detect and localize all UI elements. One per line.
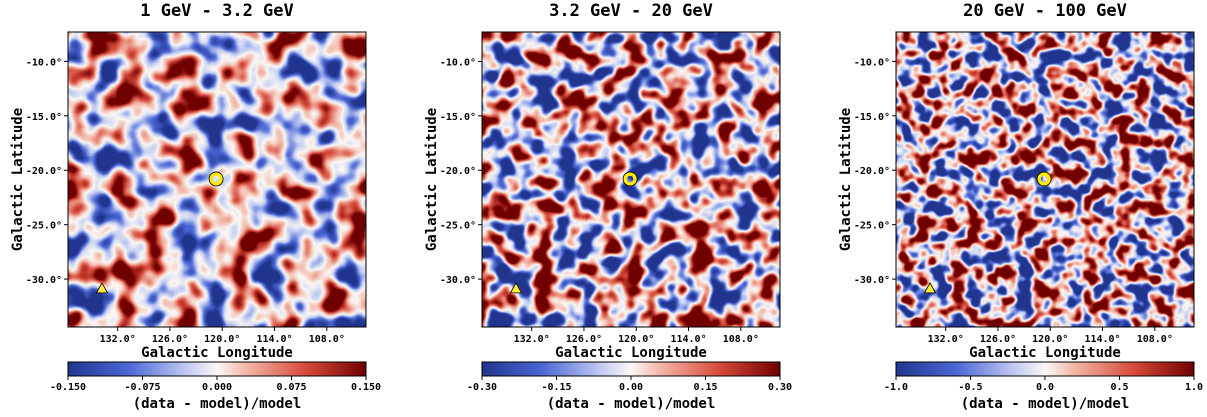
plot-frame — [481, 31, 781, 328]
y-tick-label: -15.0° — [854, 112, 890, 123]
x-tick-label: 120.0° — [618, 334, 654, 345]
x-tick-label: 126.0° — [152, 334, 188, 345]
x-tick-label: 126.0° — [566, 334, 602, 345]
x-tick-label: 132.0° — [100, 334, 136, 345]
y-tick-label: -15.0° — [440, 112, 476, 123]
plot-frame — [895, 31, 1195, 328]
colorbar — [481, 361, 781, 377]
colorbar-tick-label: 0.00 — [619, 382, 643, 393]
x-axis-label: Galactic Longitude — [555, 345, 707, 361]
y-axis-label: Galactic Latitude — [10, 108, 26, 251]
x-tick-label: 108.0° — [309, 334, 345, 345]
y-tick-label: -10.0° — [440, 57, 476, 68]
source-marker-outline — [622, 171, 638, 187]
colorbar-tick-label: 1.0 — [1185, 382, 1203, 393]
colorbar-tick-label: -0.15 — [541, 382, 571, 393]
y-tick-label: -10.0° — [26, 57, 62, 68]
panel: 20 GeV - 100 GeV 132.0° 126.0° 120.0° 114.0°… — [838, 1, 1203, 412]
y-tick-label: -20.0° — [854, 166, 890, 177]
colorbar-tick-label: 0.075 — [276, 382, 306, 393]
residual-map — [896, 32, 1194, 327]
y-tick-label: -20.0° — [26, 166, 62, 177]
colorbar-tick-label: 0.000 — [202, 382, 232, 393]
colorbar-tick-label: 0.150 — [351, 382, 381, 393]
plot-frame — [67, 31, 367, 328]
source-marker — [1037, 172, 1051, 186]
x-axis-label: Galactic Longitude — [141, 345, 293, 361]
colorbar-label: (data - model)/model — [961, 396, 1130, 412]
y-tick-label: -25.0° — [26, 221, 62, 232]
colorbar-label: (data - model)/model — [547, 396, 716, 412]
colorbar-tick-label: -0.30 — [467, 382, 497, 393]
x-tick-label: 126.0° — [980, 334, 1016, 345]
source-marker — [209, 172, 223, 186]
x-axis-label: Galactic Longitude — [969, 345, 1121, 361]
source-marker — [95, 282, 109, 294]
colorbar — [67, 361, 367, 377]
colorbar-tick-label: -1.0 — [884, 382, 908, 393]
source-marker-outline — [208, 171, 224, 187]
panel: 1 GeV - 3.2 GeV 132.0° 126.0° 120.0° 114.0° 1… — [10, 1, 381, 412]
x-tick-label: 108.0° — [1137, 334, 1173, 345]
y-tick-label: -30.0° — [26, 275, 62, 286]
x-tick-label: 114.0° — [1084, 334, 1120, 345]
y-axis-label: Galactic Latitude — [424, 108, 440, 251]
x-tick-label: 114.0° — [256, 334, 292, 345]
colorbar — [895, 361, 1195, 377]
source-marker — [509, 282, 523, 294]
colorbar-tick-label: 0.0 — [1036, 382, 1054, 393]
x-tick-label: 132.0° — [928, 334, 964, 345]
residual-map — [68, 32, 366, 327]
x-tick-label: 120.0° — [204, 334, 240, 345]
colorbar-tick-label: -0.075 — [124, 382, 160, 393]
source-marker — [923, 282, 937, 294]
colorbar-tick-label: -0.150 — [50, 382, 86, 393]
y-tick-label: -30.0° — [854, 275, 890, 286]
colorbar-tick-label: 0.5 — [1110, 382, 1128, 393]
colorbar-tick-label: -0.5 — [958, 382, 982, 393]
y-tick-label: -20.0° — [440, 166, 476, 177]
colorbar-tick-label: 0.30 — [768, 382, 792, 393]
y-tick-label: -15.0° — [26, 112, 62, 123]
x-tick-label: 114.0° — [670, 334, 706, 345]
y-tick-label: -25.0° — [854, 221, 890, 232]
panel-title: 20 GeV - 100 GeV — [963, 1, 1127, 21]
y-tick-label: -25.0° — [440, 221, 476, 232]
source-marker-outline — [1036, 171, 1052, 187]
panel-title: 1 GeV - 3.2 GeV — [140, 1, 294, 21]
x-tick-label: 120.0° — [1032, 334, 1068, 345]
source-marker — [623, 172, 637, 186]
colorbar-tick-label: 0.15 — [693, 382, 717, 393]
x-tick-label: 132.0° — [514, 334, 550, 345]
y-axis-label: Galactic Latitude — [838, 108, 854, 251]
panel-title: 3.2 GeV - 20 GeV — [549, 1, 713, 21]
x-tick-label: 108.0° — [723, 334, 759, 345]
panel: 3.2 GeV - 20 GeV 132.0° 126.0° 120.0° 114.0°… — [424, 1, 792, 412]
y-tick-label: -10.0° — [854, 57, 890, 68]
residual-map — [482, 32, 780, 327]
colorbar-label: (data - model)/model — [133, 396, 302, 412]
y-tick-label: -30.0° — [440, 275, 476, 286]
